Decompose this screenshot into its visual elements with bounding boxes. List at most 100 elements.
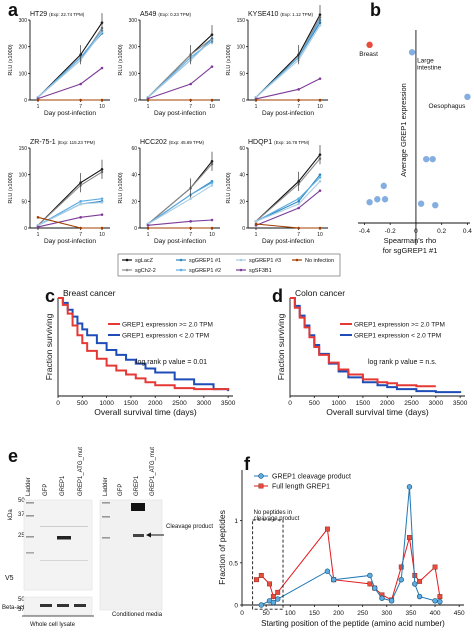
panelC-y-axis-label: Fraction surviving [44,313,54,380]
series-point-3-3-2 [100,197,104,200]
blot-ladder-band-1 [26,502,34,504]
subplot-exp-5: (Exp: 16.78 TPM) [274,140,310,145]
subplot-name-2: KYSE410 [248,11,278,18]
blot-actin-band-1 [40,604,52,607]
panelD-x-tick-label-7: 3500 [453,400,468,407]
series-line-1-4 [147,39,213,98]
series-point-4-6-1 [189,226,192,230]
scatter-point-6 [366,199,373,206]
series-point-5-6-1 [297,226,300,230]
x-tick-label-3-0: 1 [37,232,40,238]
panel-label-c: c [45,286,55,306]
x-axis-label-5: Day post-infection [262,238,314,245]
f-point-full-16 [437,594,443,600]
blot-membrane-left [23,499,93,591]
subplot-name-1: A549 [140,11,156,18]
series-line-5-3 [255,176,321,222]
blot-cleavage-label-text: Cleavage product [166,524,213,530]
blot-marker-25: 25 [18,533,25,539]
scatter-y-axis-label: Average GREP1 expression [399,83,408,177]
f-annotation-2: cleavage product [254,516,300,522]
scatter-x-axis-label: Spearman's rho [384,236,437,245]
blot-marker-37a: 37 [18,512,25,518]
series-point-1-6-1 [189,98,192,102]
subplot-exp-4: (Exp: 45.89 TPM) [169,140,205,145]
subplot-exp-2: (Exp: 1.12 TPM) [280,12,313,17]
f-point-cleavage-5 [330,576,337,583]
x-axis-label-0: Day post-infection [44,110,96,117]
f-x-tick-label-0: 0 [240,610,244,617]
f-point-full-11 [398,564,404,570]
y-axis-label-0: RLU (x1000) [8,44,14,75]
y-tick-label-3-2: 100 [19,173,28,179]
legend-a-dot-6 [295,258,299,262]
subplot-exp-3: (Exp: 115.23 TPM) [58,140,96,145]
panel-label-d: d [272,286,283,306]
scatter-point-7 [423,155,430,163]
panelD-x-tick-label-1: 500 [309,400,320,407]
y-tick-label-1-1: 100 [129,71,138,77]
x-axis-label-4: Day post-infection [154,238,206,245]
series-point-0-5-1 [79,82,82,86]
scatter-point-5 [381,196,389,203]
y-tick-label-1-0: 0 [134,98,137,104]
series-point-5-5-1 [297,206,300,210]
series-line-0-5 [37,67,103,100]
f-x-tick-label-8: 400 [430,610,441,617]
blot-lane-gfp-l: GFP [43,484,49,496]
f-point-full-1 [258,573,264,578]
x-tick-label-0-1: 7 [79,104,82,110]
panel-label-f: f [244,454,251,474]
series-point-4-5-1 [189,220,192,223]
f-point-full-5 [324,526,330,532]
series-line-4-0 [147,160,213,225]
panelC-legend-label-1: GREP1 expression < 2.0 TPM [122,333,209,340]
f-point-full-12 [407,535,412,540]
panelD-x-tick-label-5: 2500 [404,400,419,407]
subplot-title-3: ZR-75-1 (Exp: 115.23 TPM) [30,139,96,146]
legend-a-dot-2 [179,258,183,262]
series-point-5-6-2 [318,226,322,230]
y-tick-label-0-3: 300 [19,18,28,24]
growth-subplot-3: ZR-75-1 (Exp: 115.23 TPM) 0 50 100 150 1 7 10Day… [8,139,110,245]
f-legend-label-1: Full length GREP1 [272,484,330,491]
f-x-tick-label-1: 50 [263,610,271,617]
y-axis-label-2: RLU (x1000) [226,44,232,75]
x-tick-label-1-1: 7 [189,104,192,110]
blot-lane-grep1-r: GREP1 [134,475,140,496]
series-point-5-4-2 [318,180,322,183]
blot-membrane-right [99,499,163,611]
blot-media-ladder-1 [102,502,110,504]
scatter-point-9 [417,200,425,207]
series-point-4-5-0 [146,224,150,227]
series-point-3-4-1 [79,202,82,206]
x-axis-label-1: Day post-infection [154,110,206,117]
f-point-full-3 [270,594,276,600]
panelC-km-curve-1 [58,297,230,391]
y-tick-label-4-1: 20 [131,199,137,205]
f-point-cleavage-7 [372,585,378,591]
series-point-3-6-0 [36,216,40,219]
series-point-2-6-1 [297,98,300,102]
series-point-3-4-2 [100,201,104,204]
blot-media-ladder-2 [102,516,110,518]
series-point-4-4-1 [189,197,192,200]
subplot-name-5: HDQP1 [248,139,272,146]
series-point-5-3-1 [297,197,300,200]
blot-lane-ladder-r: Ladder [103,477,109,496]
f-x-axis-label: Starting position of the peptide (amino … [261,619,445,628]
series-line-5-0 [255,154,321,222]
f-point-cleavage-15 [437,598,443,605]
subplot-name-0: HT29 [30,11,47,18]
y-axis-label-4: RLU (x1000) [118,172,124,203]
series-point-5-5-2 [318,189,322,192]
f-x-tick-label-7: 350 [405,610,416,617]
scatter-x-tick-label-1: -0.2 [385,228,397,235]
series-point-2-4-2 [318,24,322,27]
f-x-tick-label-3: 150 [309,610,320,617]
y-tick-label-5-0: 0 [242,226,245,232]
series-point-4-3-2 [210,181,214,184]
y-tick-label-1-2: 200 [129,45,138,51]
